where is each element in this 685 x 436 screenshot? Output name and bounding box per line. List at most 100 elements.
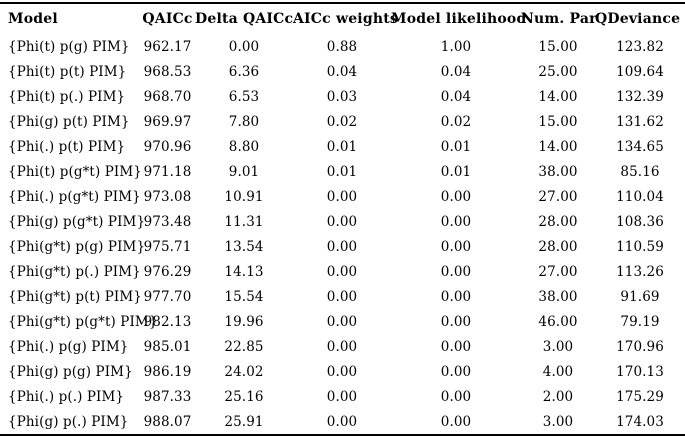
cell-delta-qaicc: 10.91 bbox=[224, 188, 264, 205]
table-row: {Phi(g*t) p(.) PIM} 976.29 14.13 0.00 0.00 27… bbox=[0, 259, 685, 284]
cell-qaicc: 988.07 bbox=[143, 413, 192, 430]
cell-qdeviance: 131.62 bbox=[616, 113, 664, 130]
cell-qaicc: 970.96 bbox=[143, 138, 192, 155]
cell-delta-qaicc: 13.54 bbox=[224, 238, 264, 255]
cell-aicc-weights: 0.00 bbox=[326, 238, 358, 255]
table-row: {Phi(g*t) p(g) PIM} 975.71 13.54 0.00 0.00 28… bbox=[0, 234, 685, 259]
cell-num-par: 15.00 bbox=[538, 38, 578, 55]
cell-qdeviance: 134.65 bbox=[616, 138, 664, 155]
cell-model: {Phi(g) p(t) PIM} bbox=[8, 113, 130, 130]
cell-qdeviance: 175.29 bbox=[616, 388, 664, 405]
cell-delta-qaicc: 8.80 bbox=[228, 138, 260, 155]
cell-model: {Phi(.) p(g) PIM} bbox=[8, 338, 129, 355]
cell-num-par: 38.00 bbox=[538, 288, 578, 305]
cell-aicc-weights: 0.01 bbox=[326, 163, 358, 180]
header-cell-qdeviance: QDeviance bbox=[595, 11, 681, 27]
cell-model: {Phi(t) p(.) PIM} bbox=[8, 88, 126, 105]
cell-num-par: 28.00 bbox=[538, 238, 578, 255]
cell-aicc-weights: 0.00 bbox=[326, 388, 358, 405]
cell-model: {Phi(g) p(g*t) PIM} bbox=[8, 213, 146, 230]
cell-num-par: 25.00 bbox=[538, 63, 578, 80]
table-row: {Phi(g*t) p(g*t) PIM} 982.13 19.96 0.00 0.00… bbox=[0, 309, 685, 334]
table-row: {Phi(.) p(g*t) PIM} 973.08 10.91 0.00 0.00 27… bbox=[0, 184, 685, 209]
cell-delta-qaicc: 6.53 bbox=[228, 88, 260, 105]
cell-qaicc: 968.70 bbox=[143, 88, 192, 105]
cell-model-likelihood: 0.00 bbox=[440, 213, 472, 230]
cell-qaicc: 982.13 bbox=[143, 313, 192, 330]
cell-aicc-weights: 0.00 bbox=[326, 413, 358, 430]
cell-model: {Phi(g*t) p(g*t) PIM} bbox=[8, 313, 158, 330]
cell-model-likelihood: 0.00 bbox=[440, 338, 472, 355]
cell-model: {Phi(g) p(.) PIM} bbox=[8, 413, 129, 430]
table-row: {Phi(t) p(g) PIM} 962.17 0.00 0.88 1.00 15.00… bbox=[0, 34, 685, 59]
cell-delta-qaicc: 14.13 bbox=[224, 263, 264, 280]
cell-model-likelihood: 0.00 bbox=[440, 363, 472, 380]
cell-qaicc: 968.53 bbox=[143, 63, 192, 80]
cell-model-likelihood: 1.00 bbox=[440, 38, 472, 55]
cell-aicc-weights: 0.02 bbox=[326, 113, 358, 130]
header-cell-model: Model bbox=[8, 11, 58, 27]
cell-num-par: 46.00 bbox=[538, 313, 578, 330]
cell-num-par: 15.00 bbox=[538, 113, 578, 130]
cell-model: {Phi(g*t) p(g) PIM} bbox=[8, 238, 146, 255]
cell-num-par: 14.00 bbox=[538, 138, 578, 155]
cell-qaicc: 986.19 bbox=[143, 363, 192, 380]
cell-delta-qaicc: 25.16 bbox=[224, 388, 264, 405]
cell-qaicc: 977.70 bbox=[143, 288, 192, 305]
cell-num-par: 4.00 bbox=[542, 363, 574, 380]
cell-num-par: 2.00 bbox=[542, 388, 574, 405]
cell-model-likelihood: 0.00 bbox=[440, 188, 472, 205]
cell-delta-qaicc: 19.96 bbox=[224, 313, 264, 330]
cell-qaicc: 976.29 bbox=[143, 263, 192, 280]
cell-num-par: 27.00 bbox=[538, 263, 578, 280]
table-row: {Phi(t) p(t) PIM} 968.53 6.36 0.04 0.04 25.00… bbox=[0, 59, 685, 84]
cell-qdeviance: 109.64 bbox=[616, 63, 664, 80]
cell-model-likelihood: 0.00 bbox=[440, 263, 472, 280]
cell-model: {Phi(t) p(t) PIM} bbox=[8, 63, 127, 80]
cell-model-likelihood: 0.04 bbox=[440, 88, 472, 105]
cell-delta-qaicc: 22.85 bbox=[224, 338, 264, 355]
cell-model-likelihood: 0.00 bbox=[440, 288, 472, 305]
cell-qaicc: 985.01 bbox=[143, 338, 192, 355]
table-row: {Phi(.) p(t) PIM} 970.96 8.80 0.01 0.01 14.00… bbox=[0, 134, 685, 159]
cell-qdeviance: 170.13 bbox=[616, 363, 664, 380]
cell-model-likelihood: 0.02 bbox=[440, 113, 472, 130]
cell-num-par: 3.00 bbox=[542, 413, 574, 430]
cell-model: {Phi(.) p(.) PIM} bbox=[8, 388, 125, 405]
cell-qdeviance: 79.19 bbox=[620, 313, 660, 330]
cell-aicc-weights: 0.00 bbox=[326, 213, 358, 230]
cell-qaicc: 973.48 bbox=[143, 213, 192, 230]
table-row: {Phi(g) p(t) PIM} 969.97 7.80 0.02 0.02 15.00… bbox=[0, 109, 685, 134]
cell-aicc-weights: 0.00 bbox=[326, 263, 358, 280]
cell-num-par: 3.00 bbox=[542, 338, 574, 355]
cell-delta-qaicc: 9.01 bbox=[228, 163, 260, 180]
cell-model-likelihood: 0.01 bbox=[440, 138, 472, 155]
table-row: {Phi(.) p(g) PIM} 985.01 22.85 0.00 0.00 3.00… bbox=[0, 334, 685, 359]
cell-delta-qaicc: 15.54 bbox=[224, 288, 264, 305]
table-header: Model QAICc Delta QAICc AICc weights Model l… bbox=[0, 3, 685, 34]
cell-delta-qaicc: 0.00 bbox=[228, 38, 260, 55]
cell-qdeviance: 123.82 bbox=[616, 38, 664, 55]
header-cell-delta-qaicc: Delta QAICc bbox=[195, 11, 294, 27]
cell-delta-qaicc: 24.02 bbox=[224, 363, 264, 380]
cell-aicc-weights: 0.04 bbox=[326, 63, 358, 80]
cell-qaicc: 975.71 bbox=[143, 238, 192, 255]
cell-aicc-weights: 0.00 bbox=[326, 363, 358, 380]
cell-model: {Phi(g*t) p(.) PIM} bbox=[8, 263, 141, 280]
header-cell-aicc-weights: AICc weights bbox=[293, 11, 398, 27]
cell-qdeviance: 108.36 bbox=[616, 213, 664, 230]
cell-num-par: 38.00 bbox=[538, 163, 578, 180]
cell-model: {Phi(t) p(g*t) PIM} bbox=[8, 163, 142, 180]
cell-model: {Phi(t) p(g) PIM} bbox=[8, 38, 130, 55]
cell-qdeviance: 91.69 bbox=[620, 288, 660, 305]
cell-model: {Phi(g*t) p(t) PIM} bbox=[8, 288, 142, 305]
table-row: {Phi(g*t) p(t) PIM} 977.70 15.54 0.00 0.00 38… bbox=[0, 284, 685, 309]
cell-num-par: 14.00 bbox=[538, 88, 578, 105]
cell-qdeviance: 110.04 bbox=[616, 188, 664, 205]
table-row: {Phi(g) p(g) PIM} 986.19 24.02 0.00 0.00 4.00… bbox=[0, 359, 685, 384]
table-row: {Phi(t) p(g*t) PIM} 971.18 9.01 0.01 0.01 38.… bbox=[0, 159, 685, 184]
cell-model-likelihood: 0.00 bbox=[440, 238, 472, 255]
cell-aicc-weights: 0.00 bbox=[326, 313, 358, 330]
